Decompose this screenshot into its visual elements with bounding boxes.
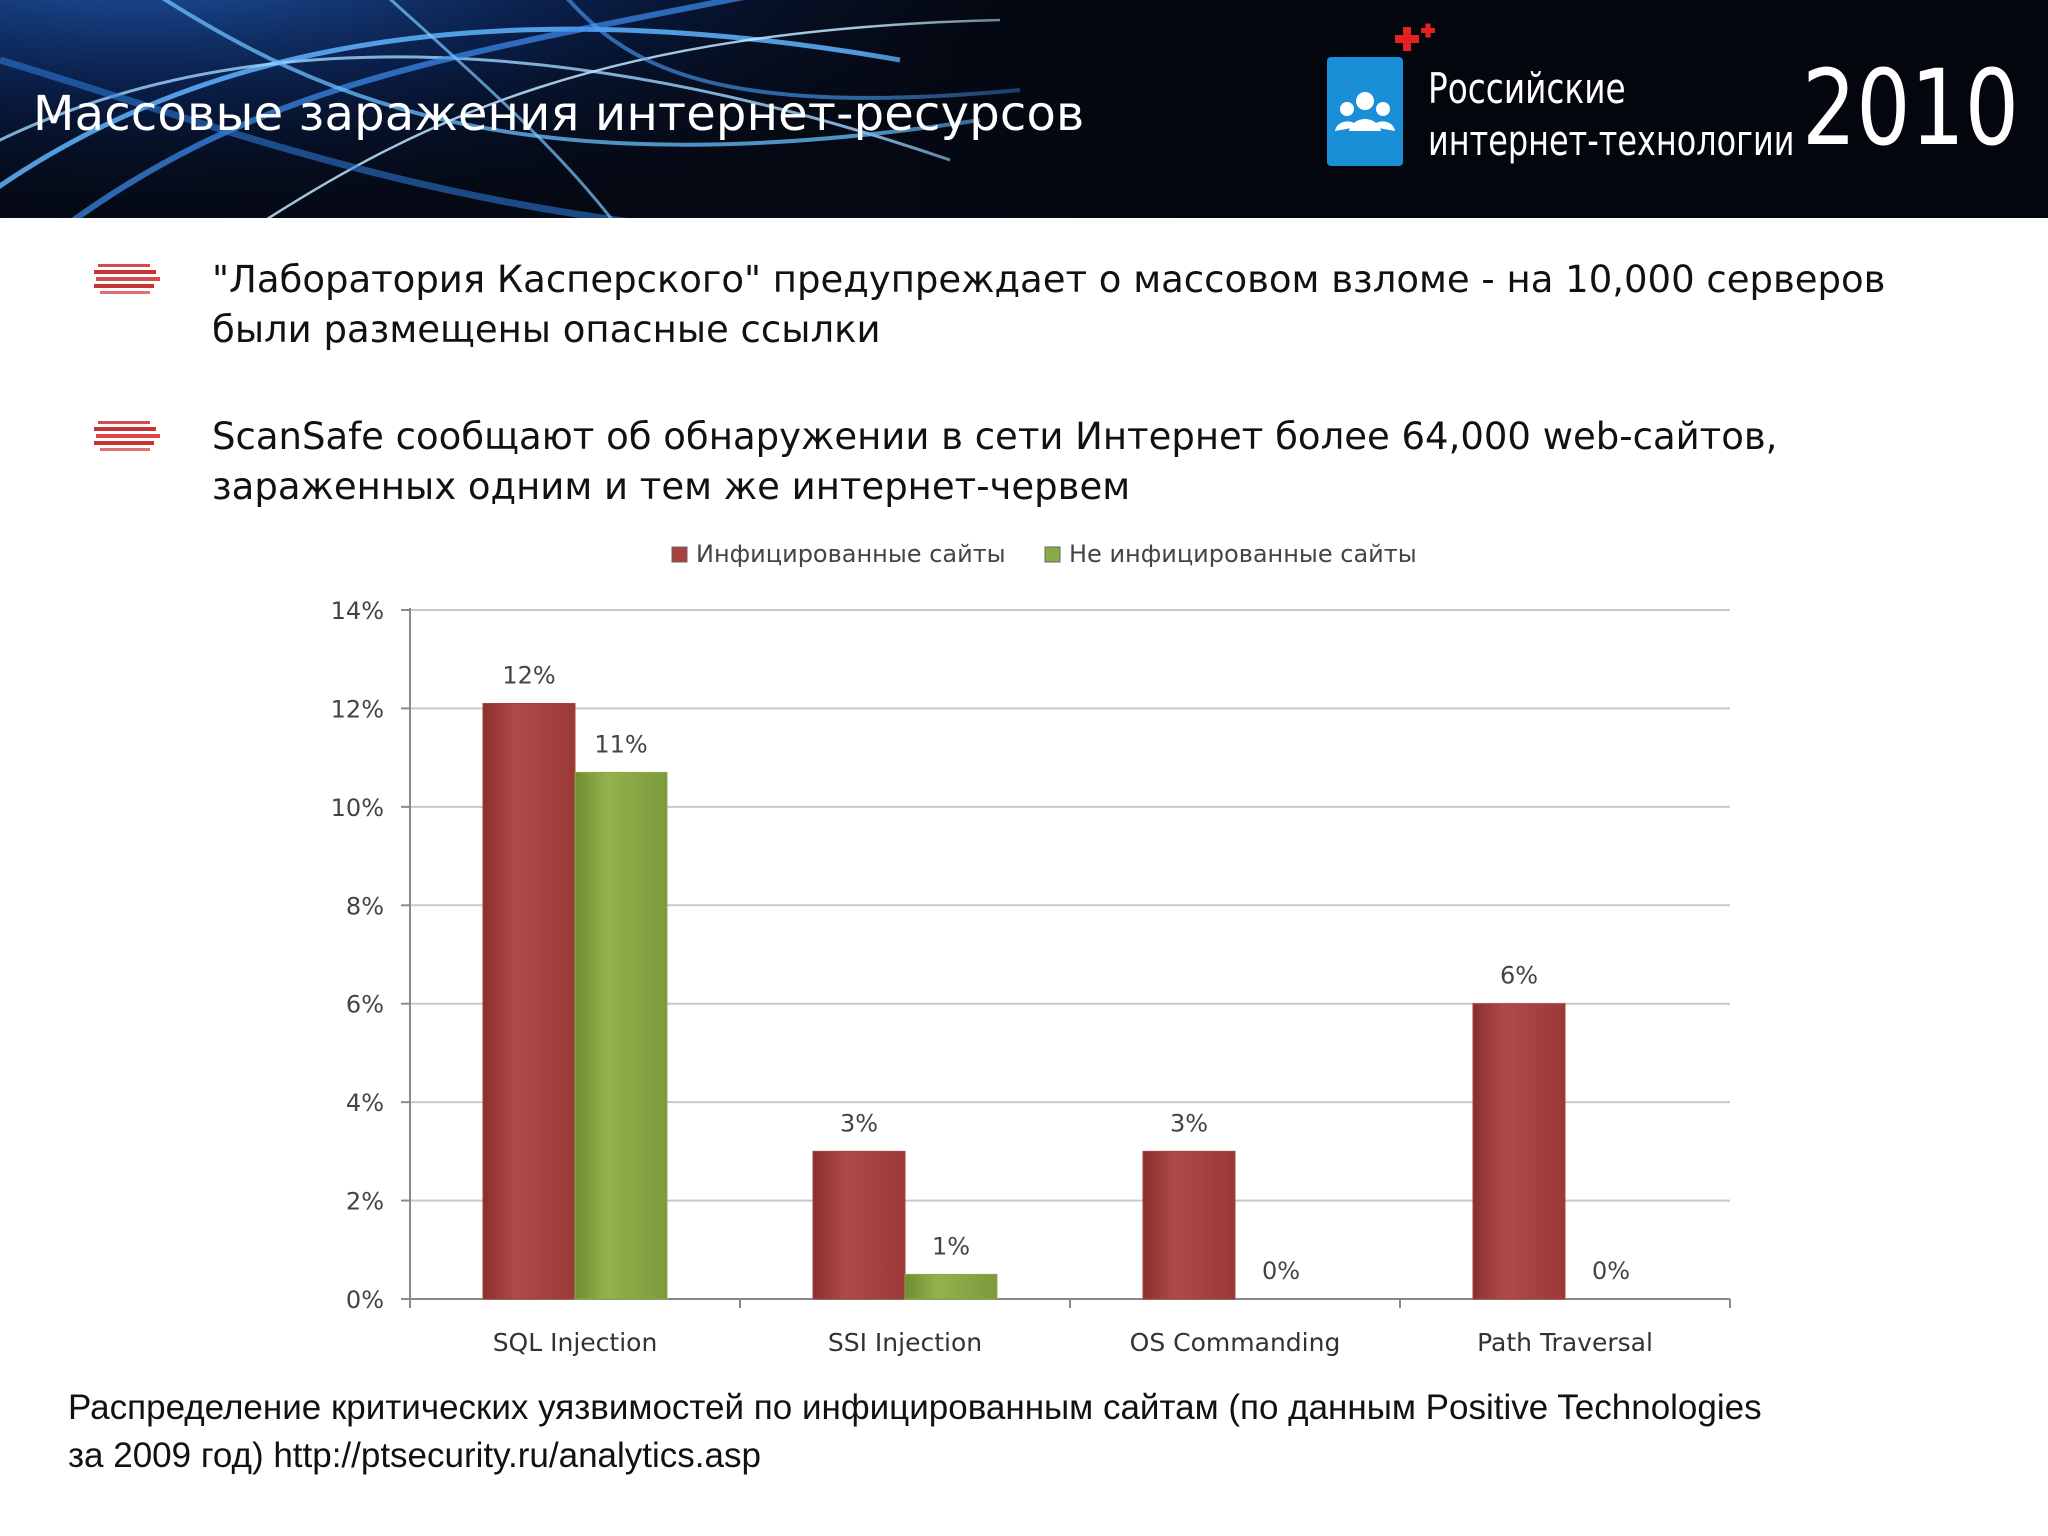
logo-badge xyxy=(1327,57,1403,166)
caption-line: Распределение критических уязвимостей по… xyxy=(68,1388,1762,1427)
bullet-line: были размещены опасные ссылки xyxy=(212,308,881,351)
header-banner: Массовые заражения интернет-ресурсов Рос… xyxy=(0,0,2048,218)
legend-swatch xyxy=(1044,546,1061,563)
legend-label: Инфицированные сайты xyxy=(696,540,1006,568)
people-icon xyxy=(1335,92,1395,131)
y-tick-label: 10% xyxy=(331,794,384,822)
legend-swatch xyxy=(671,546,688,563)
y-tick-label: 6% xyxy=(346,991,384,1019)
chart-legend: Инфицированные сайты Не инфицированные са… xyxy=(671,540,1417,568)
y-tick-label: 2% xyxy=(346,1188,384,1216)
double-plus-icon xyxy=(1395,23,1435,51)
red-stripes-bullet-icon xyxy=(94,264,160,294)
data-label: 6% xyxy=(1500,962,1538,990)
bullet-item-scansafe: ScanSafe сообщают об обнаружении в сети … xyxy=(212,412,2012,512)
x-tick-label: Path Traversal xyxy=(1477,1328,1653,1357)
bar xyxy=(1472,1003,1566,1300)
data-label: 3% xyxy=(1170,1109,1208,1137)
data-label: 1% xyxy=(932,1232,970,1260)
vulnerability-bar-chart: Инфицированные сайты Не инфицированные са… xyxy=(331,540,1731,1357)
x-tick-label: SQL Injection xyxy=(493,1328,658,1357)
chart-bars xyxy=(482,703,1566,1300)
y-axis: 0% 2% 4% 6% 8% 10% 12% 14% xyxy=(331,597,411,1314)
y-tick-label: 14% xyxy=(331,597,384,625)
chart-caption: Распределение критических уязвимостей по… xyxy=(68,1384,1762,1480)
x-axis: SQL Injection SSI Injection OS Commanding P… xyxy=(409,1298,1731,1357)
bar xyxy=(812,1150,906,1300)
data-label: 3% xyxy=(840,1109,878,1137)
legend-label: Не инфицированные сайты xyxy=(1069,540,1417,568)
bar xyxy=(1142,1150,1236,1300)
bar xyxy=(482,703,576,1300)
blue-light-streaks-background xyxy=(0,0,2048,218)
bullet-line: зараженных одним и тем же интернет-черве… xyxy=(212,465,1131,508)
data-label: 0% xyxy=(1592,1257,1630,1285)
bullet-item-kaspersky: "Лаборатория Касперского" предупреждает … xyxy=(212,255,2012,355)
data-label: 0% xyxy=(1262,1257,1300,1285)
x-tick-label: SSI Injection xyxy=(828,1328,982,1357)
red-stripes-bullet-icon xyxy=(94,421,160,451)
x-tick-label: OS Commanding xyxy=(1130,1328,1341,1357)
slide-title: Массовые заражения интернет-ресурсов xyxy=(33,86,1085,142)
bar xyxy=(574,771,668,1300)
y-tick-label: 4% xyxy=(346,1089,384,1117)
bullet-line: "Лаборатория Касперского" предупреждает … xyxy=(212,258,1886,301)
logo-text-line2: интернет-технологии xyxy=(1428,116,1795,165)
bar xyxy=(904,1273,998,1300)
logo-text-line1: Российские xyxy=(1428,64,1626,113)
y-tick-label: 8% xyxy=(346,892,384,920)
chart-data-labels: 12% 3% 3% 6% 11% 1% 0% 0% xyxy=(502,662,1630,1285)
data-label: 11% xyxy=(594,730,647,758)
logo-year: 2010 xyxy=(1802,47,2020,169)
data-label: 12% xyxy=(502,662,555,690)
caption-line: за 2009 год) http://ptsecurity.ru/analyt… xyxy=(68,1436,761,1475)
bullet-line: ScanSafe сообщают об обнаружении в сети … xyxy=(212,415,1778,458)
y-tick-label: 0% xyxy=(346,1286,384,1314)
y-tick-label: 12% xyxy=(331,695,384,723)
